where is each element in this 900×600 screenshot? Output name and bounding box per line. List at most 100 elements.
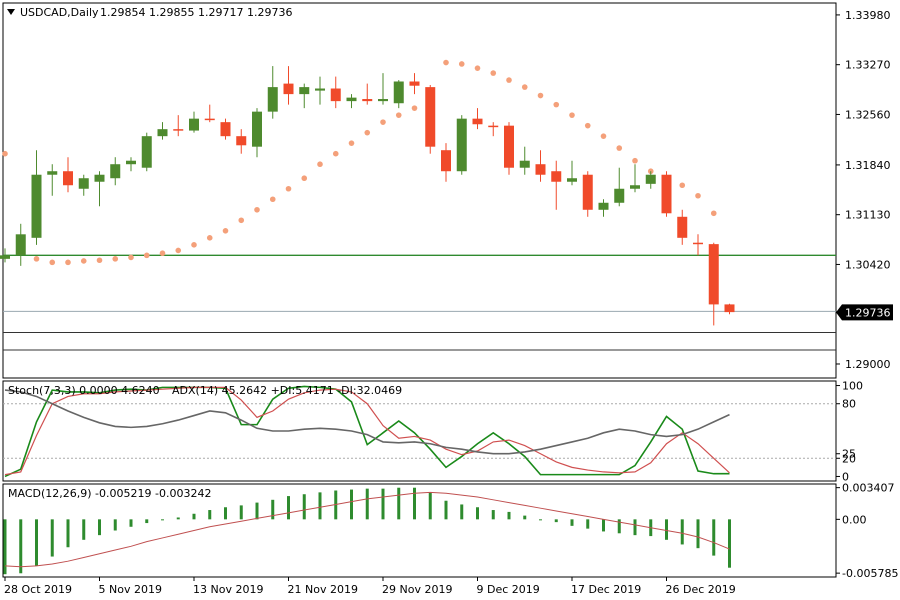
macd-axis-label: 0.003407 — [842, 482, 895, 495]
macd-bar — [539, 519, 542, 521]
stoch-axis-label: 100 — [842, 380, 863, 393]
sar-dot — [33, 256, 40, 262]
sar-dot — [710, 210, 717, 217]
sar-dot — [380, 119, 386, 125]
macd-bar — [523, 515, 527, 520]
time-axis-label: 5 Nov 2019 — [99, 583, 162, 596]
time-axis-label: 9 Dec 2019 — [477, 583, 540, 596]
macd-bar — [50, 519, 54, 557]
sar-dot — [143, 252, 150, 259]
bull-candle — [567, 178, 577, 182]
sar-dot — [553, 101, 560, 108]
bear-candle — [220, 122, 231, 137]
macd-bar — [98, 519, 101, 536]
sar-dot — [238, 217, 245, 224]
bear-candle — [535, 164, 546, 175]
macd-bar — [428, 492, 432, 520]
macd-bar — [570, 519, 574, 526]
sar-dot — [65, 259, 71, 266]
sar-dot — [679, 182, 686, 189]
macd-bar — [633, 519, 637, 536]
panel-frame-1 — [2, 2, 837, 379]
bear-candle — [551, 171, 562, 182]
price-axis-label: 1.33270 — [845, 59, 891, 72]
sar-dot — [128, 254, 134, 261]
sar-dot — [96, 257, 103, 264]
macd-bar — [381, 488, 385, 520]
sar-dot — [80, 258, 87, 264]
stoch-axis-label: 80 — [842, 398, 856, 411]
stoch-axis-label: 20 — [842, 452, 856, 465]
sar-dot — [521, 84, 528, 90]
macd-bar — [224, 507, 227, 520]
bull-candle — [189, 118, 199, 131]
macd-bar — [208, 510, 212, 520]
macd-bar — [129, 519, 133, 527]
bull-candle — [598, 202, 609, 210]
price-axis-label: 1.30420 — [845, 258, 891, 271]
sar-dot — [191, 242, 197, 248]
price-axis-label: 1.31840 — [845, 159, 891, 172]
macd-bar — [19, 519, 23, 574]
sar-dot — [506, 77, 512, 83]
macd-bar — [35, 519, 38, 566]
macd-bar — [397, 487, 401, 520]
macd-bar — [3, 519, 7, 575]
sar-dot — [49, 259, 56, 266]
sar-dot — [222, 228, 229, 234]
bear-candle — [693, 242, 703, 245]
stoch-series-line — [4, 385, 730, 478]
bear-candle — [330, 88, 341, 102]
bull-candle — [31, 174, 42, 238]
price-axis-label: 1.31130 — [845, 209, 891, 222]
macd-bar — [696, 519, 700, 549]
macd-bar — [554, 519, 558, 523]
macd-bar — [318, 492, 322, 520]
macd-bar — [239, 505, 243, 520]
bull-candle — [252, 111, 262, 147]
stoch-axis-label: 25 — [842, 448, 856, 461]
time-axis-label: 13 Nov 2019 — [193, 583, 263, 596]
time-axis-label: 17 Dec 2019 — [571, 583, 641, 596]
macd-axis-label: -0.005785 — [842, 567, 898, 580]
macd-bar — [365, 488, 369, 520]
sar-dot — [443, 59, 449, 66]
sar-dot — [175, 247, 182, 254]
macd-bar — [413, 487, 416, 520]
time-axis-label: 29 Nov 2019 — [382, 583, 452, 596]
macd-bar — [586, 519, 590, 529]
bear-candle — [173, 129, 184, 131]
sar-dot — [254, 206, 260, 213]
sar-dot — [269, 196, 276, 203]
bull-candle — [299, 87, 310, 95]
bear-candle — [425, 87, 436, 147]
macd-bar — [255, 502, 259, 520]
macd-bar — [728, 519, 731, 568]
macd-bar — [145, 519, 149, 524]
panel-frame-3 — [2, 483, 837, 578]
sar-dot — [584, 122, 591, 129]
bull-candle — [47, 171, 58, 175]
macd-bar — [507, 511, 511, 520]
bull-candle — [157, 129, 168, 137]
bear-candle — [661, 174, 672, 214]
macd-axis-label: 0.00 — [842, 513, 867, 526]
bull-candle — [267, 87, 278, 112]
sar-dot — [537, 92, 544, 99]
bear-candle — [677, 216, 688, 238]
sar-dot — [159, 250, 166, 257]
price-axis-label: 1.29000 — [845, 358, 891, 371]
chart-symbol: USDCAD,Daily — [20, 6, 99, 19]
panel-frame-2 — [2, 380, 837, 482]
sar-dot — [569, 112, 575, 118]
bear-candle — [362, 99, 373, 102]
bull-candle — [315, 88, 325, 91]
bull-candle — [126, 160, 136, 165]
sar-dot — [616, 145, 623, 151]
macd-bar — [491, 510, 495, 520]
price-axis-label: 1.32560 — [845, 108, 891, 121]
sar-dot — [206, 235, 213, 241]
bull-candle — [393, 81, 404, 104]
macd-bar — [712, 519, 716, 556]
